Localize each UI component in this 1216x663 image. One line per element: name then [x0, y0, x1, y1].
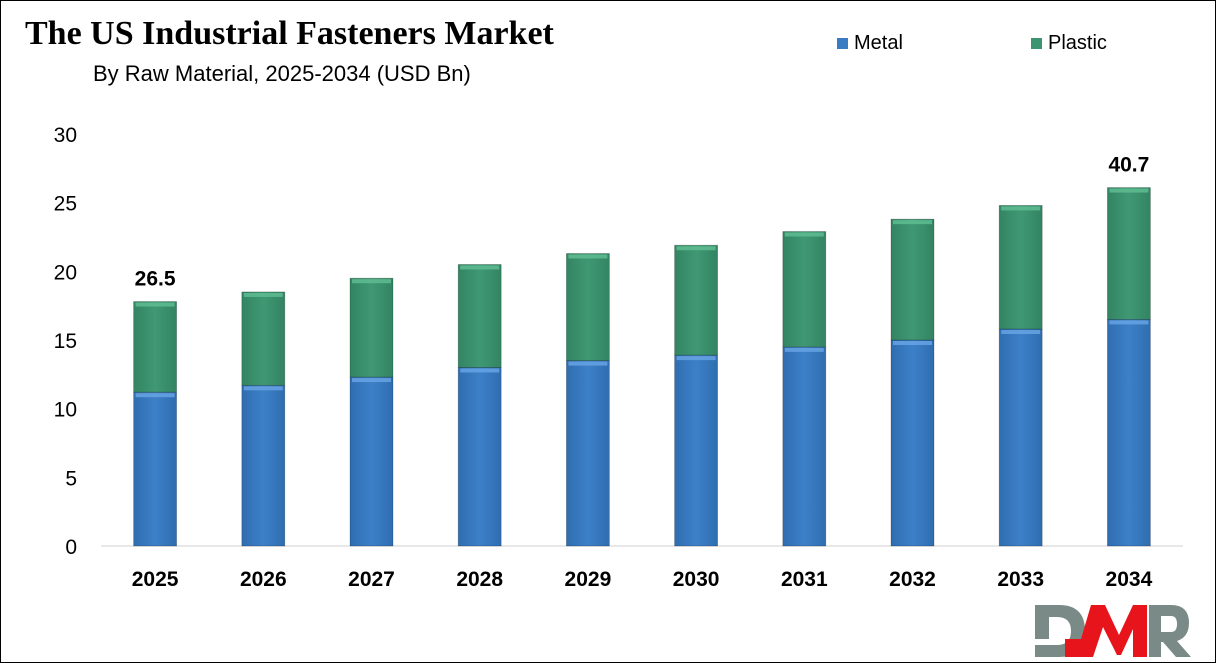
bar-bevel-metal-2031 [784, 347, 824, 352]
legend-item-plastic: Plastic [1031, 32, 1107, 55]
legend-label-metal: Metal [854, 32, 903, 54]
bar-metal-2028 [457, 367, 502, 547]
bar-bevel-metal-2033 [1001, 330, 1041, 335]
x-tick-label: 2029 [565, 568, 612, 591]
bar-plastic-2032 [890, 218, 935, 341]
bar-bevel-plastic-2033 [1001, 206, 1041, 211]
bar-plastic-2027 [349, 277, 394, 378]
data-label-2025: 26.5 [135, 268, 176, 291]
bar-bevel-metal-2026 [243, 386, 283, 391]
bar-plastic-2031 [782, 231, 827, 348]
bar-bevel-metal-2028 [460, 368, 500, 373]
bar-metal-2034 [1107, 318, 1151, 547]
bar-bevel-metal-2029 [568, 361, 608, 366]
legend-label-plastic: Plastic [1048, 32, 1107, 54]
bar-bevel-plastic-2034 [1109, 188, 1149, 193]
bar-plastic-2030 [674, 244, 718, 356]
bar-plastic-2026 [241, 291, 286, 386]
bar-plastic-2034 [1107, 187, 1151, 320]
bar-metal-2026 [241, 384, 286, 547]
bar-bevel-plastic-2026 [243, 292, 283, 297]
bar-bevel-metal-2025 [135, 393, 175, 398]
bar-bevel-plastic-2029 [568, 254, 608, 259]
y-tick-label: 15 [54, 330, 77, 353]
dmr-logo [1035, 605, 1191, 657]
y-tick-label: 30 [54, 124, 77, 147]
bar-bevel-plastic-2032 [893, 220, 932, 225]
bar-metal-2025 [133, 391, 178, 547]
bar-bevel-metal-2027 [352, 378, 391, 383]
bar-bevel-metal-2034 [1109, 320, 1149, 325]
legend-swatch-metal [837, 38, 848, 49]
chart-subtitle: By Raw Material, 2025-2034 (USD Bn) [93, 61, 471, 86]
x-tick-label: 2033 [997, 568, 1044, 591]
y-tick-label: 25 [54, 193, 77, 216]
x-tick-label: 2034 [1106, 568, 1153, 591]
bar-metal-2030 [674, 354, 718, 547]
legend-swatch-plastic [1031, 38, 1042, 49]
y-tick-label: 20 [54, 261, 77, 284]
data-label-2034: 40.7 [1108, 154, 1149, 177]
bar-metal-2029 [566, 360, 610, 547]
bar-metal-2027 [349, 376, 394, 547]
x-tick-label: 2030 [673, 568, 720, 591]
bar-plastic-2025 [133, 301, 178, 393]
bar-bevel-plastic-2027 [352, 279, 391, 284]
x-tick-label: 2025 [132, 568, 179, 591]
x-tick-label: 2032 [889, 568, 936, 591]
bar-bevel-plastic-2030 [676, 246, 716, 251]
x-tick-label: 2028 [456, 568, 503, 591]
bar-bevel-metal-2032 [893, 341, 932, 345]
y-tick-label: 10 [54, 399, 77, 422]
bar-bevel-plastic-2025 [135, 302, 175, 307]
bar-plastic-2033 [998, 205, 1043, 330]
bar-metal-2032 [890, 339, 935, 547]
bar-bevel-plastic-2028 [460, 265, 500, 270]
bar-metal-2031 [782, 346, 827, 547]
legend-item-metal: Metal [837, 32, 903, 55]
y-tick-label: 0 [65, 536, 77, 559]
y-tick-label: 5 [65, 467, 77, 490]
x-tick-label: 2027 [348, 568, 395, 591]
x-tick-label: 2031 [781, 568, 828, 591]
chart-title: The US Industrial Fasteners Market [25, 15, 554, 52]
bar-plastic-2029 [566, 253, 610, 361]
bar-bevel-metal-2030 [676, 356, 716, 361]
bar-metal-2033 [998, 328, 1043, 547]
bar-bevel-plastic-2031 [784, 232, 824, 237]
bar-plastic-2028 [457, 264, 502, 368]
x-tick-label: 2026 [240, 568, 287, 591]
